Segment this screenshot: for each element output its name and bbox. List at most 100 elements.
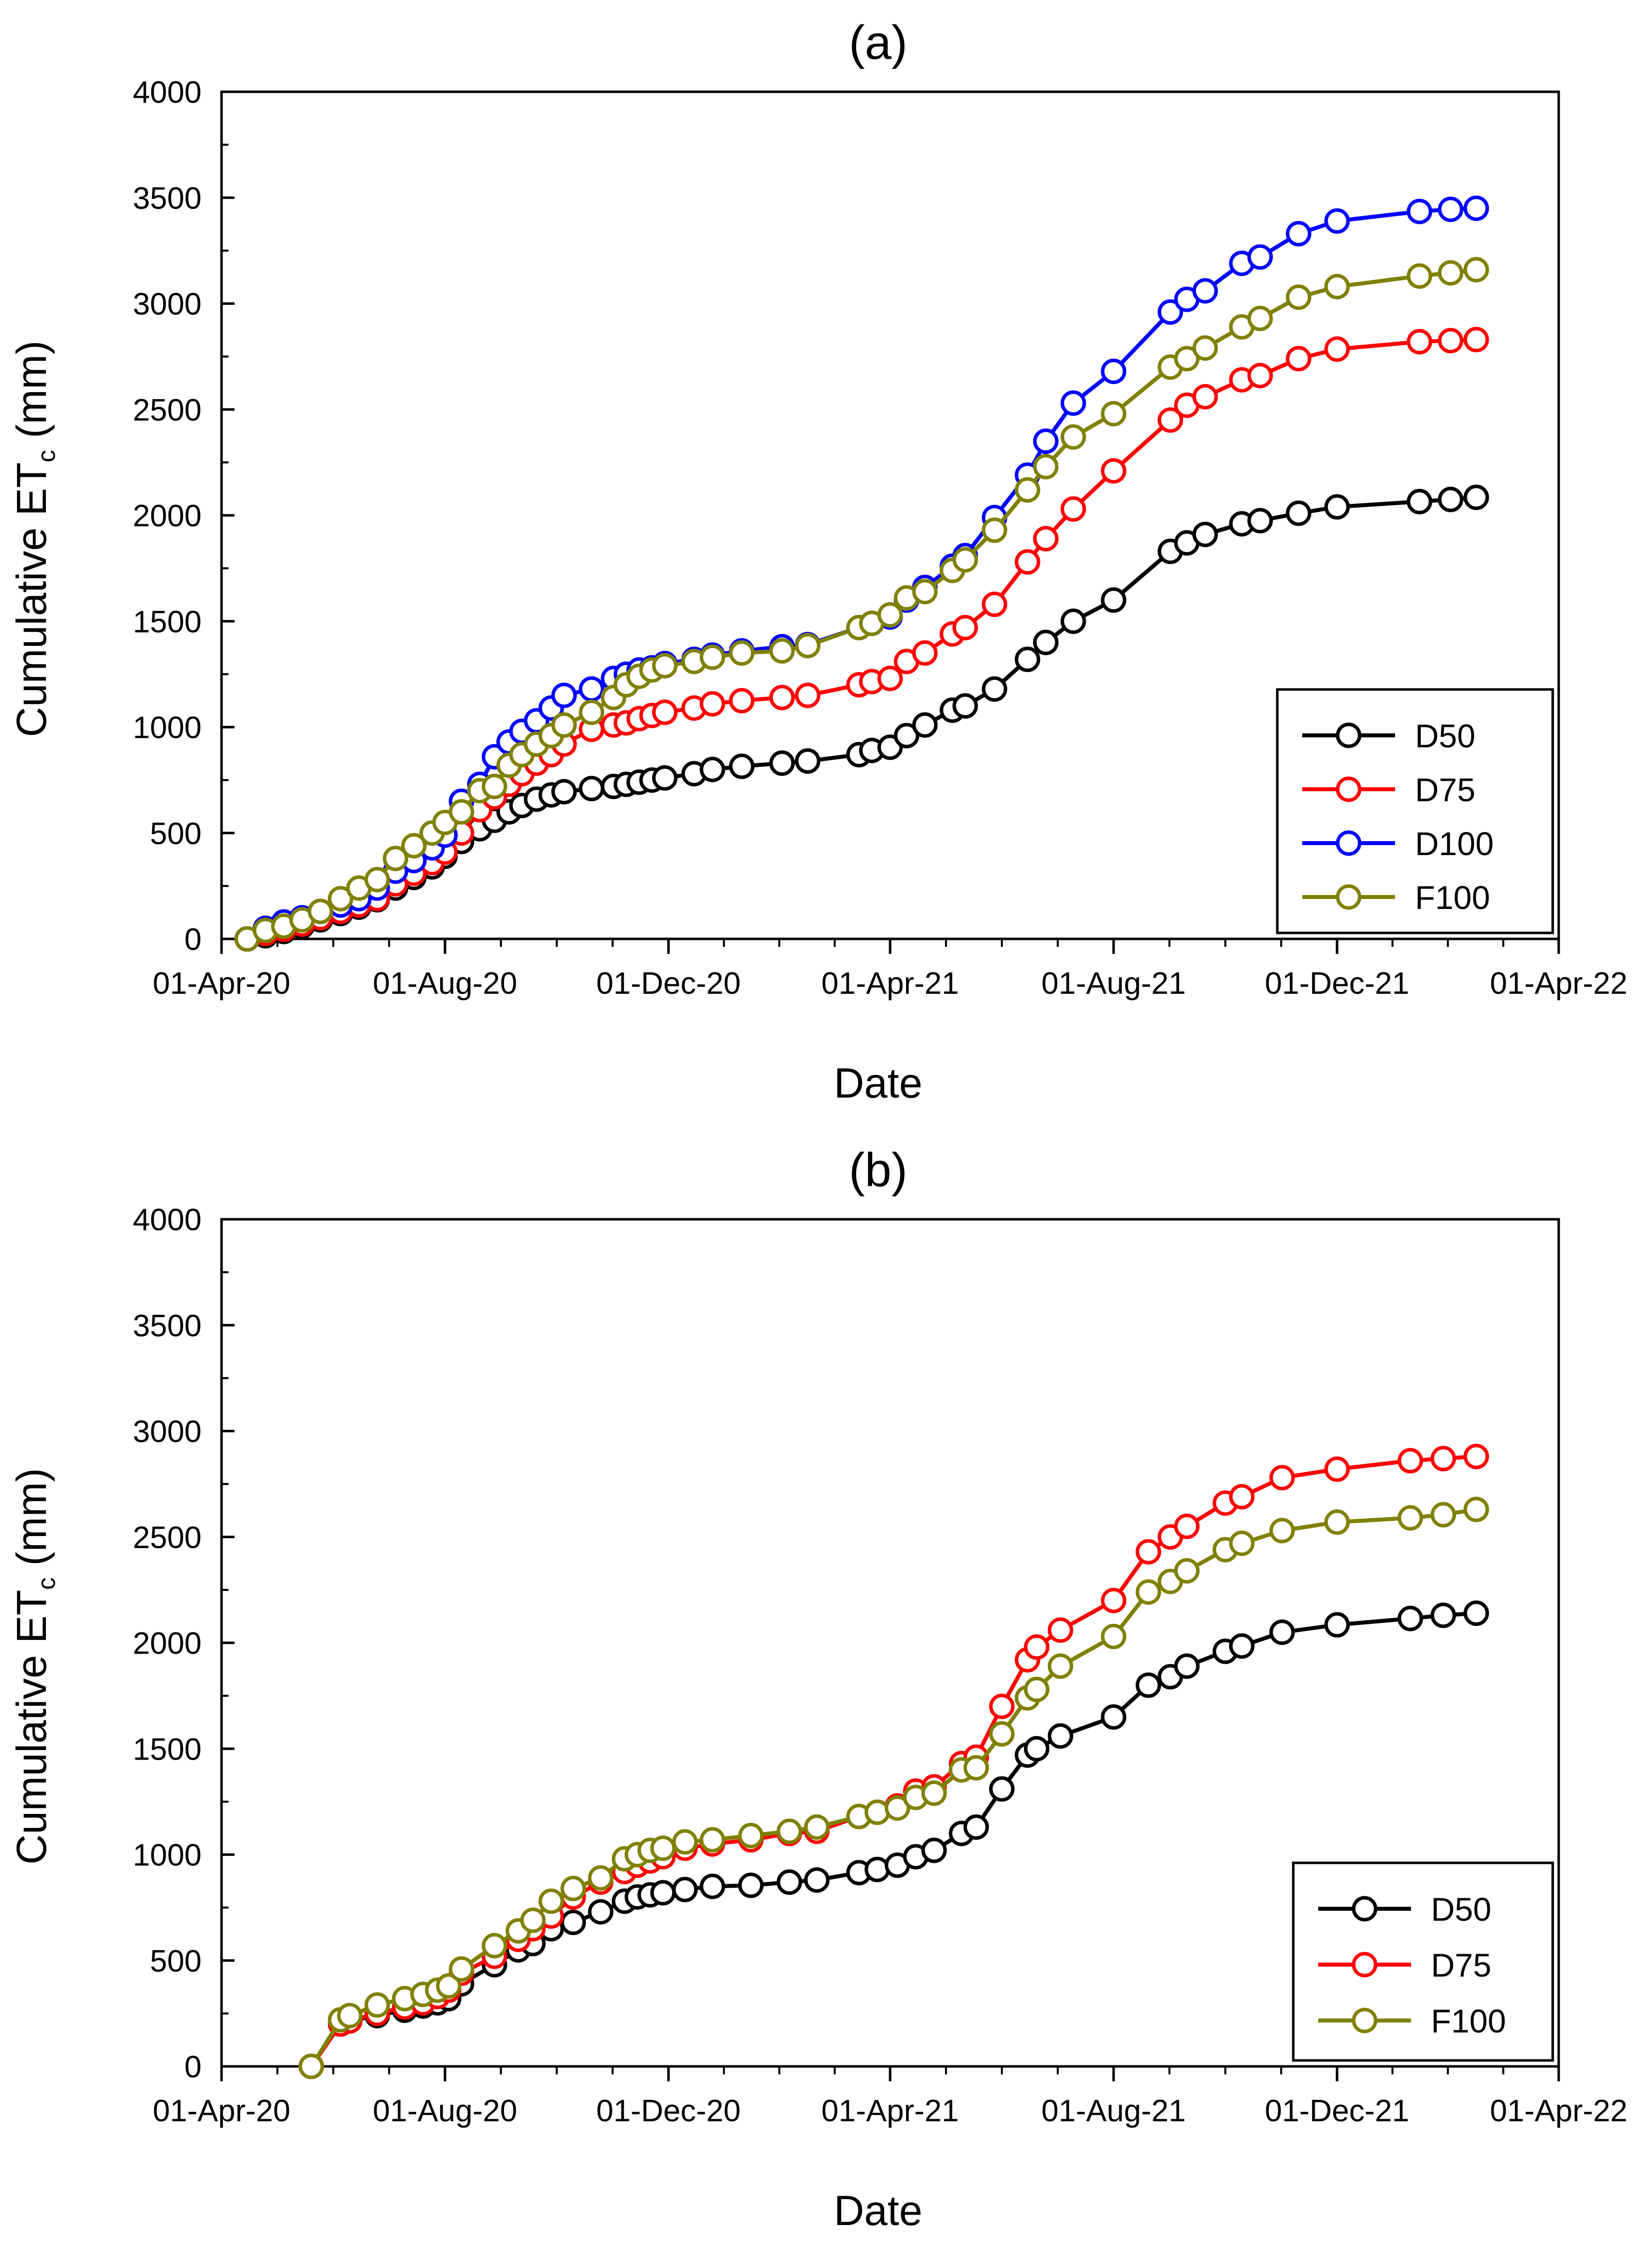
data-point: [921, 1837, 947, 1863]
y-axis-title-unit: (mm): [8, 1468, 55, 1566]
data-point: [298, 2053, 324, 2079]
y-tick-label: 0: [185, 2050, 202, 2084]
data-point: [963, 1755, 989, 1781]
legend-label: D50: [1415, 717, 1475, 754]
data-point: [1286, 346, 1312, 372]
data-point: [1247, 305, 1273, 331]
data-point: [885, 1795, 911, 1821]
data-point: [1136, 1672, 1162, 1698]
data-point: [1060, 390, 1086, 416]
data-point: [1192, 335, 1218, 361]
data-point: [1437, 260, 1463, 286]
data-point: [769, 684, 795, 710]
legend-item: D50: [1302, 717, 1475, 754]
data-point: [401, 833, 427, 859]
x-tick-label: 01-Aug-20: [373, 966, 517, 1001]
legend-marker: [1336, 722, 1362, 748]
x-tick-label: 01-Apr-21: [821, 966, 959, 1001]
data-point: [1398, 1605, 1423, 1631]
data-point: [481, 1933, 507, 1959]
series-f100: [234, 257, 1489, 952]
data-point: [912, 712, 938, 738]
y-tick-label: 4000: [133, 75, 202, 110]
data-point: [1229, 1633, 1255, 1659]
data-point: [1101, 1704, 1127, 1730]
data-point: [551, 682, 577, 708]
data-point: [1136, 1579, 1162, 1605]
data-point: [449, 1956, 474, 1982]
legend-label: F100: [1431, 2003, 1506, 2039]
data-point: [1437, 328, 1463, 354]
y-tick-label: 3500: [133, 181, 202, 216]
data-point: [652, 699, 678, 725]
y-axis-title: Cumulative ETc (mm): [8, 1468, 60, 1864]
data-point: [1174, 1653, 1200, 1679]
data-point: [738, 1822, 764, 1848]
data-point: [1269, 1518, 1295, 1544]
data-point: [588, 1899, 614, 1925]
legend-marker: [1352, 1952, 1378, 1978]
data-point: [700, 1827, 725, 1853]
data-point: [1101, 401, 1127, 427]
data-point: [1324, 1612, 1350, 1638]
data-point: [989, 1721, 1015, 1747]
data-point: [1192, 521, 1218, 547]
data-point: [1269, 1619, 1295, 1645]
data-point: [1430, 1602, 1456, 1628]
data-point: [1247, 508, 1273, 534]
data-point: [1174, 1558, 1200, 1584]
data-point: [894, 722, 920, 748]
data-point: [1174, 1514, 1200, 1540]
svg-text:Cumulative ETc (mm): Cumulative ETc (mm): [8, 1468, 60, 1864]
y-tick-label: 2000: [133, 499, 202, 533]
data-point: [560, 1875, 586, 1901]
data-point: [864, 1799, 890, 1825]
legend-item: D50: [1318, 1891, 1491, 1928]
data-point: [436, 1973, 462, 1999]
data-point: [776, 1869, 802, 1895]
series-f100: [298, 1497, 1489, 2079]
data-point: [795, 748, 821, 774]
y-tick-label: 2500: [133, 1521, 202, 1555]
data-point: [864, 1856, 890, 1882]
data-point: [588, 1865, 614, 1891]
legend-item: F100: [1302, 879, 1490, 916]
x-tick-label: 01-Apr-20: [153, 2094, 290, 2128]
data-point: [776, 1818, 802, 1844]
x-axis-title: Date: [834, 1060, 922, 1107]
y-axis-title: Cumulative ETc (mm): [8, 340, 60, 737]
data-point: [729, 640, 755, 666]
legend-item: D100: [1302, 825, 1494, 862]
y-tick-label: 500: [150, 817, 202, 851]
data-point: [1060, 496, 1086, 522]
data-point: [1407, 329, 1432, 355]
y-axis-title-unit: (mm): [8, 340, 55, 438]
data-point: [538, 1888, 564, 1914]
legend: D50 D75 D100 F100: [1276, 688, 1554, 934]
data-point: [1463, 195, 1489, 221]
data-point: [1437, 197, 1463, 223]
data-point: [1324, 208, 1350, 234]
data-point: [1437, 486, 1463, 512]
data-point: [1024, 1634, 1050, 1660]
y-tick-label: 2500: [133, 393, 202, 428]
y-axis-title-spacer: [8, 438, 55, 449]
legend: D50 D75 F100: [1292, 1861, 1554, 2062]
y-tick-label: 3000: [133, 1415, 202, 1449]
data-point: [1463, 1600, 1489, 1626]
data-point: [963, 1814, 989, 1840]
data-point: [1247, 363, 1273, 389]
data-point: [579, 776, 605, 802]
data-point: [364, 1992, 390, 2018]
data-point: [1430, 1446, 1456, 1472]
data-point: [1101, 1623, 1127, 1649]
y-axis-title-subscript: c: [32, 1577, 60, 1590]
data-point: [804, 1867, 830, 1893]
legend-item: F100: [1318, 2003, 1506, 2039]
chart-panel-a: (a) Cumulative ETc (mm) Date 0 500 1000 150…: [8, 16, 1628, 1107]
x-tick-label: 01-Apr-20: [153, 966, 290, 1001]
data-point: [989, 1693, 1015, 1719]
data-point: [328, 886, 354, 911]
data-point: [1247, 244, 1273, 270]
data-point: [1024, 1736, 1050, 1762]
